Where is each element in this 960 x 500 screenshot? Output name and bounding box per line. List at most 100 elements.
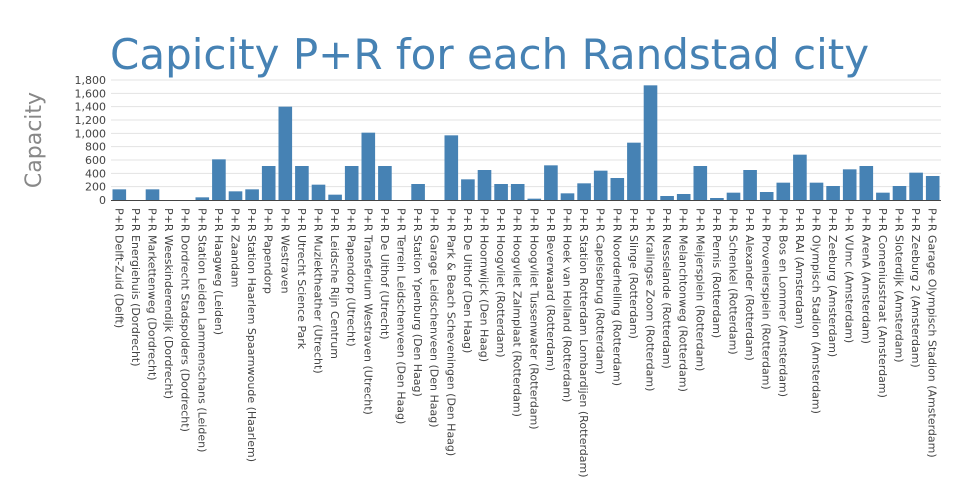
bar [693,166,708,200]
x-tick-label: P+R Park & Beach Scheveningen (Den Haag) [444,208,457,456]
x-tick-label: P+R Alexander (Rotterdam) [743,208,756,361]
bar [793,154,807,200]
bar [593,170,608,200]
x-tick-label: P+R Station Rotterdam Lombardijen (Rotte… [577,208,590,478]
x-tick-label: P+R Utrecht Science Park [295,208,308,350]
bar [776,182,791,200]
bar [477,170,492,200]
bar [212,159,226,200]
x-tick-label: P+R Melanchtonweg (Rotterdam) [677,208,690,392]
x-tick-label: P+R Zeeburg (Amsterdam) [826,208,839,357]
bar [759,192,774,200]
bar [892,186,907,200]
x-tick-label: P+R Olympisch Stadion (Amsterdam) [810,208,823,414]
x-tick-label: P+R Hoornwijck (Den Haag) [478,208,491,362]
bar [826,186,840,200]
x-tick-label: P+R Comeniusstraat (Amsterdam) [876,208,889,398]
bar [909,172,923,200]
bar [643,85,658,200]
x-tick-label: P+R Kralingse Zoom (Rotterdam) [644,208,657,391]
x-tick-label: P+R Station Ypenburg (Den Haag) [411,208,424,397]
x-tick-label: P+R Leidsche Rijn Centrum [328,208,341,359]
y-tick-label: 400 [85,167,106,180]
x-tick-label: P+R De Uithof (Den Haag) [461,208,474,353]
bar [527,198,542,200]
bar [842,169,857,200]
chart-title: Capicity P+R for each Randstad city [110,30,870,79]
bar [328,194,342,200]
bar [444,135,459,200]
x-tick-label: P+R Haagweg (Leiden) [212,208,225,335]
x-tick-label: P+R ArenA (Amsterdam) [859,208,872,344]
x-tick-label: P+R Terrein Leidschenveen (Den Haag) [395,208,408,424]
x-tick-label: P+R Hoogvliet (Rotterdam) [494,208,507,358]
bar [245,189,259,200]
x-tick-label: P+R Nesselande (Rotterdam) [660,208,673,369]
x-tick-label: P+R Schenkel (Rotterdam) [727,208,740,355]
x-tick-label: P+R Weeskinderendijk (Dordrecht) [162,208,175,399]
x-tick-label: P+R Hoogvliet Zalmplaat (Rotterdam) [511,208,524,417]
x-tick-label: P+R Provenierspiein (Rotterdam) [760,208,773,390]
y-tick-label: 200 [85,181,106,194]
bar [461,179,475,200]
bar [560,193,575,200]
bar [710,198,724,200]
x-tick-label: P+R Bos en Lommer (Amsterdam) [776,208,789,397]
x-tick-label: P+R Station Leiden Lammenschans (Leiden) [195,208,208,452]
bar [809,182,824,200]
bars [112,85,940,200]
x-tick-label: P+R Transferium Westraven (Utrecht) [361,208,374,415]
bar [311,184,326,200]
y-tick-label: 0 [99,194,106,207]
bar [145,189,160,200]
x-tick-label: P+R Hoek van Holland (Rotterdam) [561,208,574,402]
x-tick-label: P+R RAI (Amsterdam) [793,208,806,329]
y-tick-label: 1,600 [75,87,107,100]
bar [676,194,691,200]
x-tick-label: P+R Westraven [278,208,291,294]
bar [228,191,243,200]
y-tick-label: 1,200 [75,114,107,127]
bar [577,183,591,200]
bar [361,132,376,200]
bar [195,197,210,200]
x-tick-label: P+R Hoogvliet Tussenwater (Rotterdam) [527,208,540,430]
bar [925,176,940,200]
bar [378,166,392,200]
bar [510,184,525,200]
x-tick-label: P+R Muziektheather (Utrecht) [312,208,325,374]
x-tick-label: P+R Dordrecht Stadspolders (Dordrecht) [179,208,192,432]
x-tick-label: P+R Pernis (Rotterdam) [710,208,723,338]
x-tick-label: P+R Noorderhelling (Rotterdam) [610,208,623,386]
bar [726,192,741,200]
x-tick-labels: P+R Delft-Zuid (Delft) P+R Energiehuis (D… [112,208,938,478]
x-tick-label: P+R Beverwaard (Rotterdam) [544,208,557,371]
x-tick-label: P+R Papendorp [262,208,275,294]
bar [295,166,309,200]
bar [876,192,890,200]
bar [610,178,625,200]
bar [261,166,276,200]
x-tick-label: P+R Zeeburg 2 (Amsterdam) [909,208,922,368]
x-tick-label: P+R Papendorp (Utrecht) [345,208,358,347]
x-tick-label: P+R Station Haarlem Spaarnwoude (Haarlem… [245,208,258,462]
y-tick-label: 1,000 [75,127,107,140]
bar [859,166,874,200]
bar [660,196,674,200]
y-tick-label: 800 [85,141,106,154]
bar [278,106,293,200]
bar [743,170,757,200]
x-tick-label: P+R VUmc (Amsterdam) [843,208,856,343]
x-tick-label: P+R Markettenweg (Dordrecht) [146,208,159,381]
x-tick-label: P+R Sloterdijk (Amsterdam) [893,208,906,363]
bar [411,184,425,200]
bar [112,189,127,200]
gridlines [111,79,941,188]
x-tick-label: P+R Energiehuis (Dordrecht) [129,208,142,367]
x-tick-label: P+R Zaandam [229,208,242,287]
bar [494,184,508,200]
y-tick-label: 1,400 [75,101,107,114]
x-tick-label: P+R Slinge (Rotterdam) [627,208,640,339]
x-tick-label: P+R Garage Olympisch Stadion (Amsterdam) [926,208,939,458]
